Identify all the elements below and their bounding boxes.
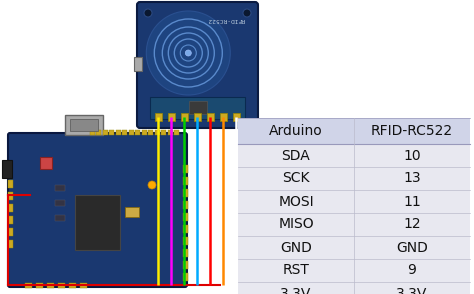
FancyBboxPatch shape: [137, 2, 258, 128]
Text: RFID-RC522: RFID-RC522: [208, 16, 245, 21]
Bar: [238, 282, 470, 294]
Bar: [75, 195, 120, 250]
Bar: [116, 130, 121, 135]
Bar: [8, 192, 13, 200]
Text: GND: GND: [280, 240, 312, 255]
Bar: [8, 240, 13, 248]
Bar: [134, 57, 142, 71]
Text: RFID-RC522: RFID-RC522: [371, 124, 453, 138]
Bar: [183, 201, 188, 209]
Bar: [129, 130, 134, 135]
Circle shape: [144, 9, 152, 17]
Bar: [65, 115, 103, 135]
Bar: [183, 165, 188, 173]
Bar: [25, 283, 32, 288]
Bar: [183, 237, 188, 245]
Bar: [70, 119, 98, 131]
Bar: [136, 130, 140, 135]
Bar: [168, 113, 175, 121]
Text: MISO: MISO: [278, 218, 314, 231]
Bar: [183, 189, 188, 197]
Bar: [220, 113, 227, 121]
Bar: [97, 130, 101, 135]
Text: SCK: SCK: [282, 171, 310, 186]
Bar: [8, 180, 13, 188]
Text: SDA: SDA: [282, 148, 310, 163]
Bar: [183, 177, 188, 185]
Bar: [155, 113, 162, 121]
Bar: [238, 259, 470, 282]
Bar: [238, 144, 470, 167]
Bar: [122, 130, 128, 135]
Bar: [8, 204, 13, 212]
Bar: [47, 283, 54, 288]
Text: GND: GND: [396, 240, 428, 255]
Bar: [183, 249, 188, 257]
Bar: [8, 216, 13, 224]
Text: 9: 9: [408, 263, 417, 278]
Bar: [58, 283, 65, 288]
Text: 11: 11: [403, 195, 421, 208]
Text: 12: 12: [403, 218, 421, 231]
Text: 13: 13: [403, 171, 421, 186]
Bar: [55, 215, 65, 221]
Bar: [194, 113, 201, 121]
Bar: [55, 200, 65, 206]
Bar: [183, 273, 188, 281]
Circle shape: [146, 11, 230, 95]
Bar: [183, 213, 188, 221]
Bar: [238, 118, 470, 144]
Bar: [238, 190, 470, 213]
Bar: [207, 113, 214, 121]
Bar: [183, 225, 188, 233]
Bar: [69, 283, 76, 288]
Text: UNO: UNO: [92, 238, 120, 248]
Bar: [40, 157, 52, 169]
Circle shape: [185, 50, 191, 56]
Text: 3.3V: 3.3V: [396, 286, 428, 294]
Text: 10: 10: [403, 148, 421, 163]
Bar: [142, 130, 147, 135]
Bar: [189, 101, 207, 114]
Bar: [109, 130, 115, 135]
Circle shape: [243, 9, 251, 17]
Bar: [155, 130, 160, 135]
Bar: [181, 113, 188, 121]
Bar: [174, 130, 180, 135]
Text: 3.3V: 3.3V: [280, 286, 312, 294]
Bar: [103, 130, 108, 135]
FancyBboxPatch shape: [8, 133, 187, 287]
Text: RST: RST: [283, 263, 310, 278]
Bar: [36, 283, 43, 288]
Bar: [90, 130, 95, 135]
Circle shape: [148, 181, 156, 189]
Bar: [2, 160, 12, 178]
Bar: [162, 130, 166, 135]
Bar: [238, 236, 470, 259]
Bar: [125, 207, 139, 217]
Bar: [150, 97, 245, 119]
Bar: [238, 213, 470, 236]
Bar: [80, 283, 87, 288]
Bar: [238, 167, 470, 190]
Bar: [8, 228, 13, 236]
Bar: [168, 130, 173, 135]
Text: Arduino: Arduino: [269, 124, 323, 138]
Bar: [148, 130, 154, 135]
Bar: [233, 113, 240, 121]
Text: MOSI: MOSI: [278, 195, 314, 208]
Bar: [55, 185, 65, 191]
Bar: [183, 261, 188, 269]
